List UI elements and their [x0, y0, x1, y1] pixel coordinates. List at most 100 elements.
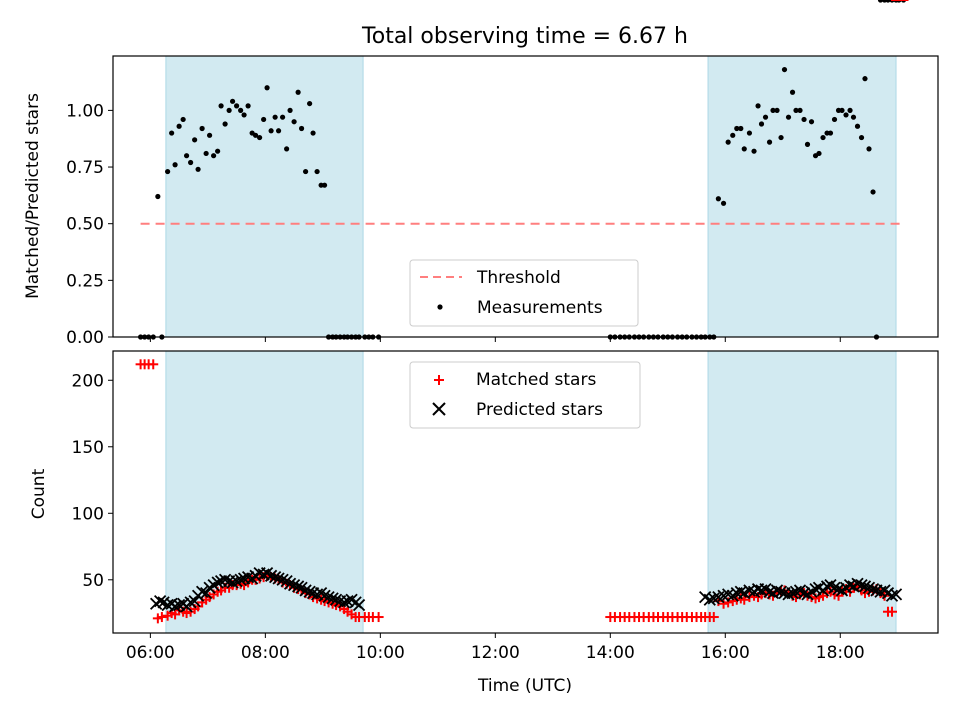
predicted-star-point — [352, 598, 366, 612]
top-axes-frame — [112, 55, 939, 338]
measurement-point — [298, 125, 305, 132]
measurement-point — [850, 114, 857, 120]
top-y-axis-label: Matched/Predicted stars — [23, 93, 43, 299]
measurement-point — [858, 134, 865, 141]
predicted-star-point — [862, 581, 876, 594]
measurement-point — [866, 146, 872, 152]
measurement-point — [758, 121, 765, 127]
measurement-point — [774, 107, 780, 113]
x-tick-label: 12:00 — [471, 643, 520, 663]
predicted-star-point — [703, 593, 716, 606]
predicted-star-point — [195, 585, 209, 598]
x-tick-label: 16:00 — [701, 643, 750, 663]
measurement-point — [734, 125, 740, 132]
measurement-point — [264, 85, 270, 91]
measurement-point — [172, 162, 178, 168]
measurement-point — [284, 146, 290, 152]
measurement-point — [804, 141, 811, 147]
predicted-star-point — [268, 570, 282, 584]
predicted-star-point — [322, 590, 335, 604]
measurement-point — [275, 128, 282, 134]
measurement-point — [746, 130, 753, 136]
measurement-point — [180, 116, 186, 123]
measurement-point — [268, 128, 274, 134]
measurement-point — [199, 125, 205, 132]
predicted-star-point — [188, 594, 201, 608]
measurement-point — [245, 103, 251, 109]
legend-matched-label: Matched stars — [476, 370, 596, 390]
matched-star-point — [723, 597, 734, 608]
measurement-point — [808, 119, 815, 125]
predicted-star-point — [291, 580, 305, 593]
measurement-point — [279, 114, 286, 120]
bottom-y-tick-label: 150 — [72, 438, 104, 458]
measurement-point — [715, 196, 721, 202]
bottom-y-axis-label: Count — [29, 468, 49, 519]
measurement-point — [218, 103, 224, 109]
predicted-star-point — [828, 581, 841, 594]
measurement-point — [751, 148, 757, 154]
matched-star-point — [156, 612, 167, 623]
measurement-point — [206, 132, 213, 138]
measurement-point — [310, 130, 316, 136]
predicted-star-point — [276, 573, 289, 586]
x-tick-label: 06:00 — [126, 643, 175, 663]
measurement-point — [770, 107, 776, 113]
measurement-point — [169, 130, 175, 136]
measurement-point — [741, 146, 747, 152]
measurement-point — [755, 103, 761, 109]
measurement-point — [885, 0, 891, 3]
matched-star-point — [373, 612, 384, 623]
measurement-point — [816, 150, 822, 157]
measurement-point — [781, 66, 788, 73]
predicted-star-point — [326, 592, 339, 605]
measurement-point — [789, 89, 796, 95]
measurement-point — [847, 107, 853, 113]
matched-star-point — [148, 359, 159, 370]
predicted-star-point — [889, 588, 903, 601]
measurement-point — [862, 76, 868, 82]
legend-matched-swatch — [434, 375, 444, 385]
predicted-star-point — [329, 593, 343, 606]
predicted-star-point — [318, 589, 331, 602]
measurement-point — [314, 168, 320, 175]
top-y-tick-label: 0.25 — [66, 271, 104, 291]
measurement-point — [188, 159, 194, 166]
matched-star-point — [718, 598, 729, 609]
matched-star-point — [708, 612, 719, 623]
measurement-point — [820, 134, 826, 141]
x-tick-label: 08:00 — [241, 643, 290, 663]
measurement-point — [229, 98, 236, 104]
predicted-star-point — [337, 596, 351, 609]
predicted-star-point — [230, 574, 243, 588]
measurement-point — [203, 150, 209, 157]
legend-measurements-label: Measurements — [477, 298, 603, 318]
measurement-point — [785, 114, 792, 120]
measurement-point — [843, 112, 849, 118]
measurement-point — [155, 193, 161, 200]
measurement-point — [261, 116, 267, 123]
bottom-axes-frame — [112, 350, 939, 634]
predicted-star-point — [855, 578, 868, 592]
top-observing-window-1 — [165, 55, 364, 338]
predicted-star-point — [226, 576, 239, 589]
predicted-star-point — [782, 588, 795, 601]
bottom-y-tick-label: 50 — [82, 571, 104, 591]
bottom-y-tick-label: 200 — [72, 371, 104, 391]
measurement-point — [877, 0, 884, 3]
predicted-star-point — [272, 572, 285, 585]
predicted-star-point — [851, 577, 864, 590]
measurement-point — [226, 107, 232, 113]
measurement-point — [234, 103, 240, 109]
bottom-legend: Matched stars Predicted stars — [409, 361, 641, 429]
bottom-y-tick-label: 100 — [72, 504, 104, 524]
top-y-tick-label: 0.50 — [66, 215, 104, 235]
predicted-star-point — [717, 589, 730, 602]
predicted-star-point — [303, 585, 316, 598]
x-tick-label: 18:00 — [816, 643, 865, 663]
measurement-point — [793, 107, 799, 113]
measurement-point — [827, 130, 834, 136]
measurement-point — [839, 107, 845, 113]
top-observing-window-2 — [707, 55, 897, 338]
